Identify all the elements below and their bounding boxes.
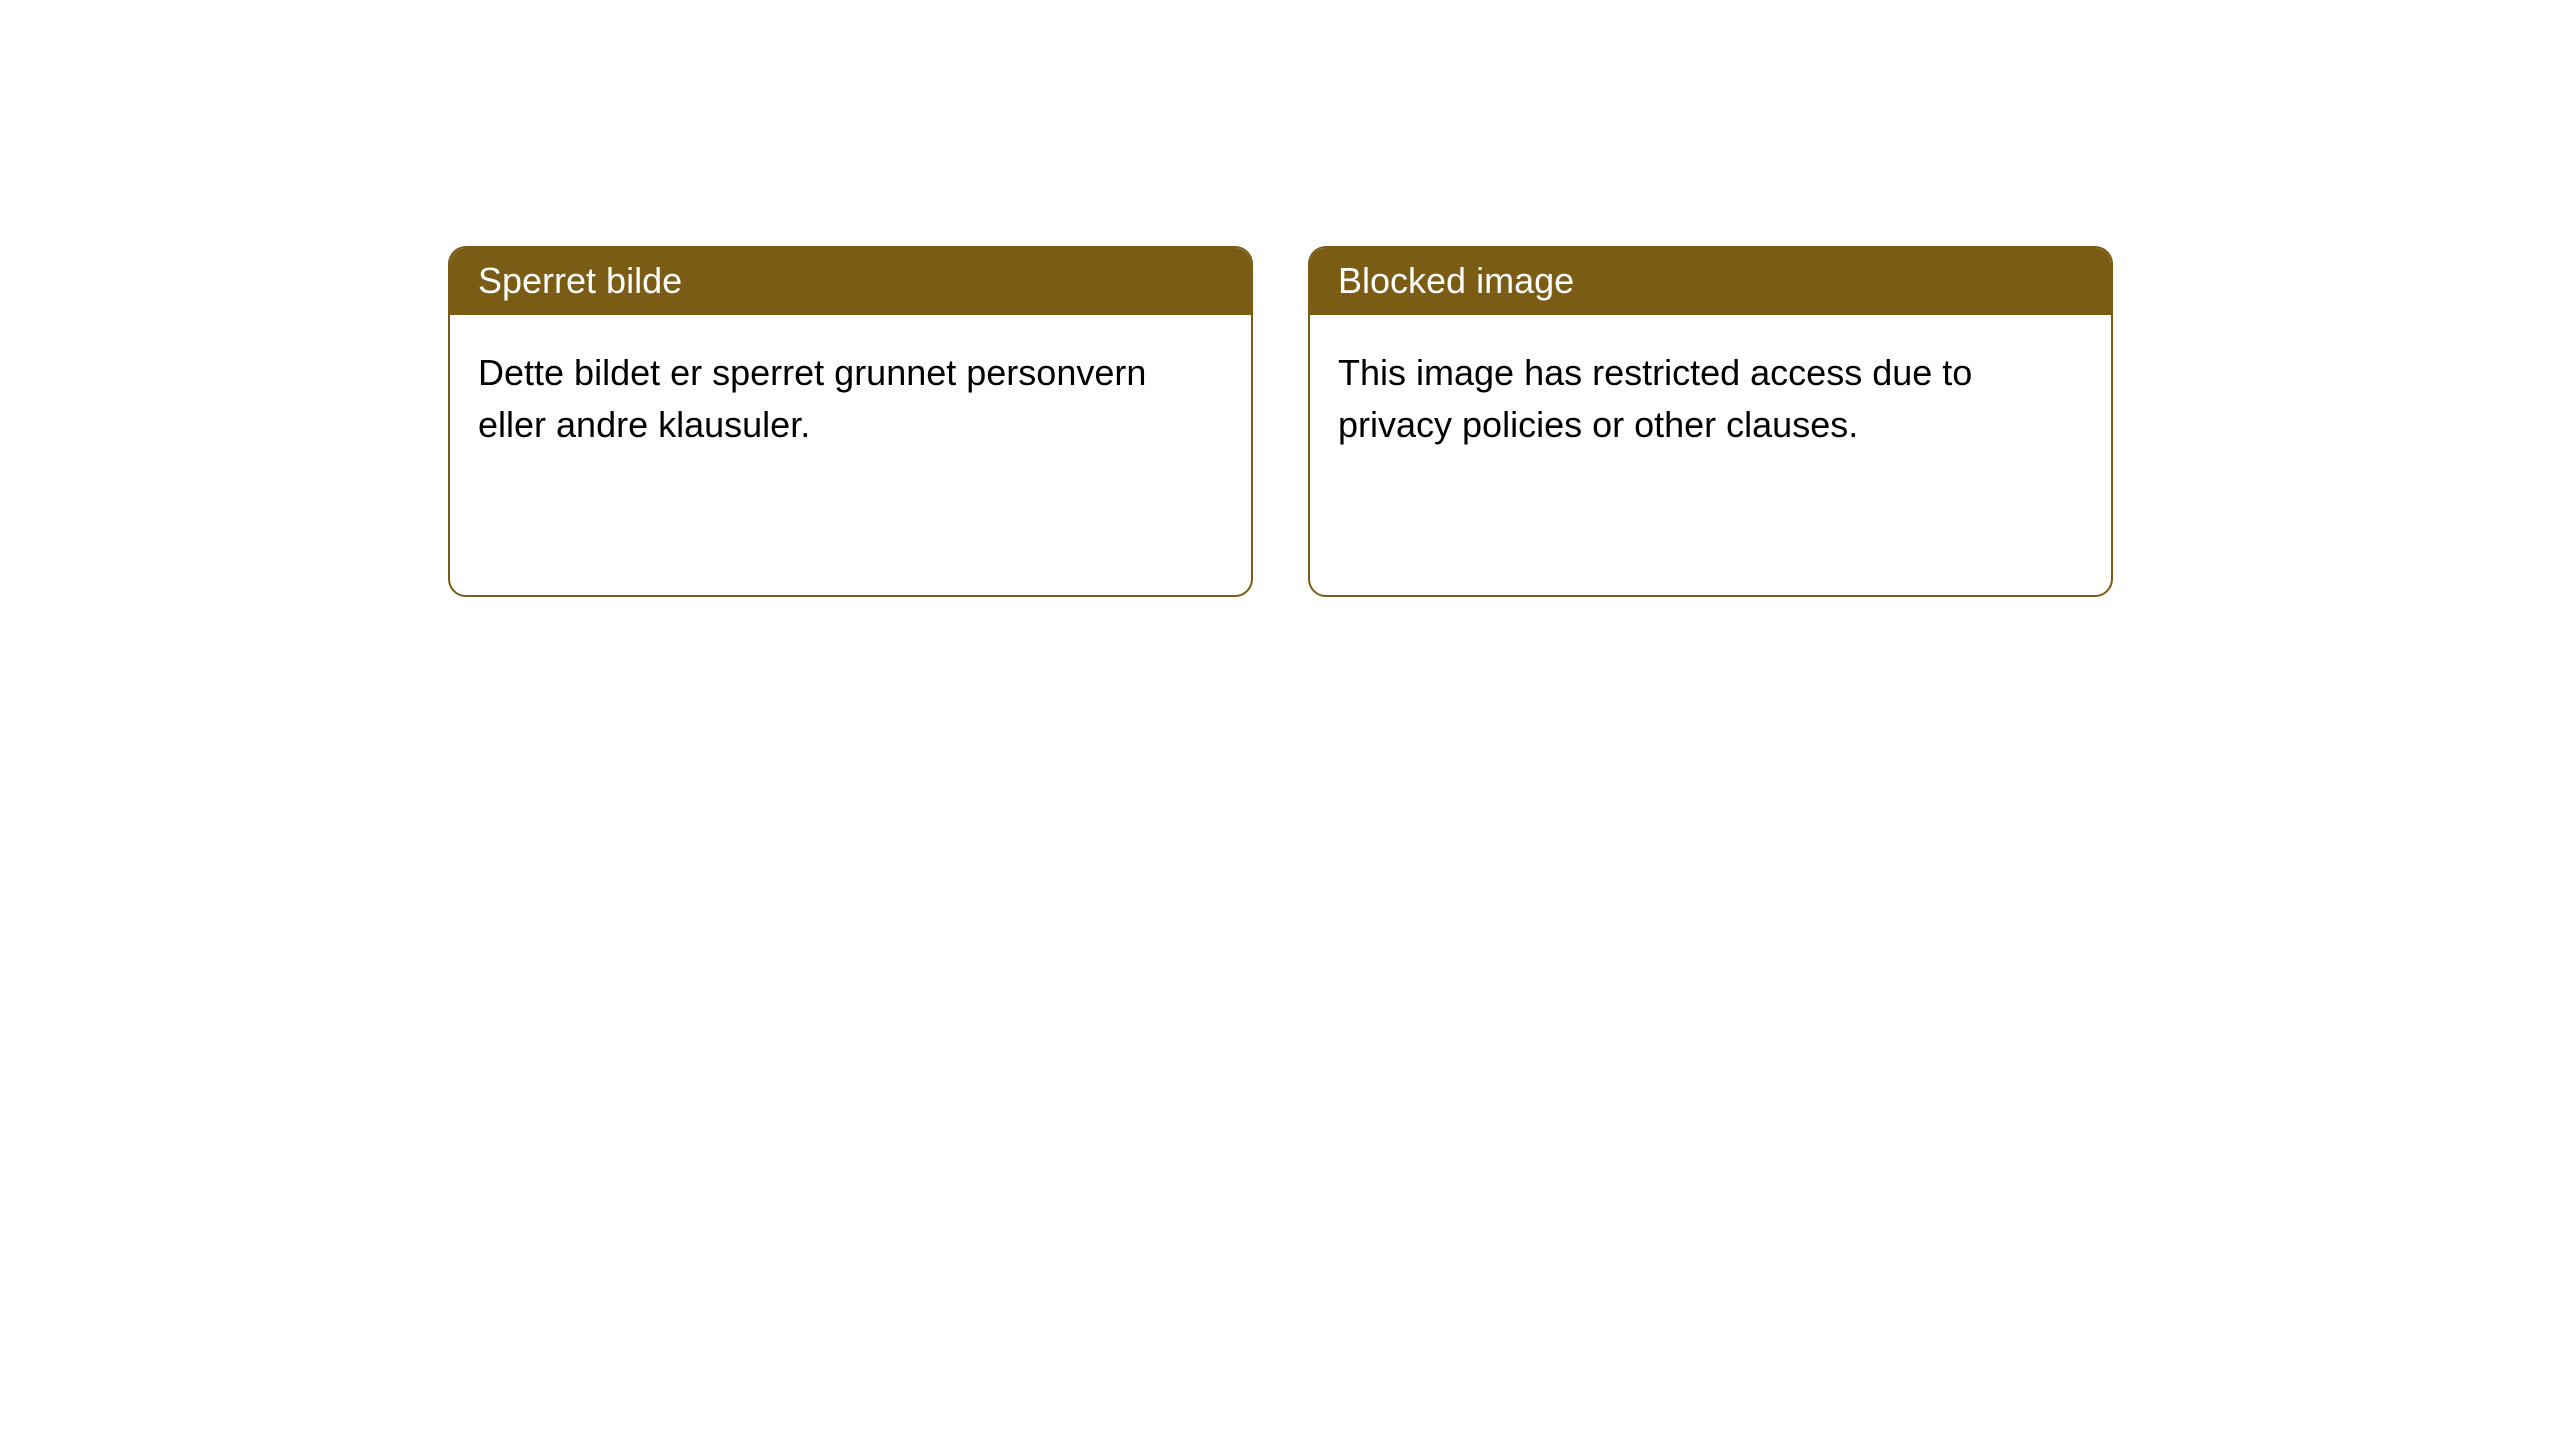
notice-header-english: Blocked image: [1310, 248, 2111, 315]
notice-card-norwegian: Sperret bilde Dette bildet er sperret gr…: [448, 246, 1253, 597]
notice-container: Sperret bilde Dette bildet er sperret gr…: [0, 0, 2560, 597]
notice-card-english: Blocked image This image has restricted …: [1308, 246, 2113, 597]
notice-body-english: This image has restricted access due to …: [1310, 315, 2111, 595]
notice-header-norwegian: Sperret bilde: [450, 248, 1251, 315]
notice-body-norwegian: Dette bildet er sperret grunnet personve…: [450, 315, 1251, 595]
